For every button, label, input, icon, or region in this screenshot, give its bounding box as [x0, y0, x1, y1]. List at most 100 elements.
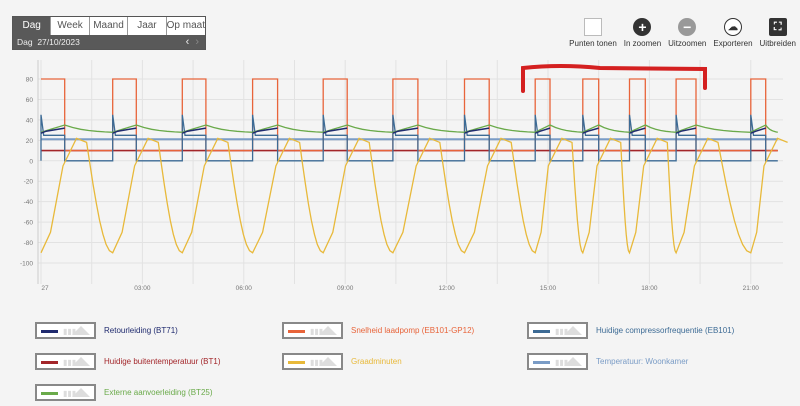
legend-toggle[interactable]: ▮▮▮: [282, 322, 343, 339]
line-swatch-icon: [288, 361, 305, 364]
area-chart-icon: [72, 326, 90, 335]
show-points-label: Punten tonen: [569, 39, 617, 48]
tab-jaar[interactable]: Jaar: [127, 17, 166, 35]
legend-toggle[interactable]: ▮▮▮: [35, 384, 96, 401]
tab-week[interactable]: Week: [50, 17, 89, 35]
x-tick-label: 03:00: [134, 285, 151, 292]
y-tick-label: -100: [20, 261, 33, 268]
line-chart: 80 60 40 20 0 -20 -40 -60 -80 -100 27 03:00 06:00 09:…: [20, 60, 788, 292]
series-compressorfrequentie: [40, 114, 778, 162]
series-retourleiding: [392, 127, 419, 134]
fullscreen-icon: ⛶: [768, 18, 787, 36]
period-tabs: Dag Week Maand Jaar Op maat: [13, 17, 205, 35]
legend-toggle[interactable]: ▮▮▮: [35, 322, 96, 339]
x-tick-label: 21:00: [743, 285, 760, 292]
series-retourleiding: [112, 127, 137, 134]
x-tick-label: 09:00: [337, 285, 354, 292]
y-tick-label: 20: [26, 138, 34, 145]
line-swatch-icon: [533, 330, 550, 333]
bar-chart-icon: ▮▮▮: [63, 358, 77, 367]
bar-chart-icon: ▮▮▮: [555, 327, 569, 336]
line-swatch-icon: [533, 361, 550, 364]
series-retourleiding: [252, 127, 278, 134]
bar-chart-icon: ▮▮▮: [63, 389, 77, 398]
series-retourleiding: [750, 127, 766, 134]
zoom-in-button[interactable]: + In zoomen: [624, 18, 661, 48]
legend-item[interactable]: ▮▮▮ Temperatuur: Woonkamer: [527, 353, 688, 370]
tab-dag[interactable]: Dag: [13, 17, 51, 35]
legend-item[interactable]: ▮▮▮ Retourleiding (BT71): [35, 322, 178, 339]
area-chart-icon: [564, 357, 582, 366]
plot-area: [38, 60, 783, 284]
expand-button[interactable]: ⛶ Uitbreiden: [760, 18, 796, 48]
bar-chart-icon: ▮▮▮: [555, 358, 569, 367]
minus-icon: −: [678, 18, 697, 36]
plus-icon: +: [633, 18, 652, 36]
date-row: Dag 27/10/2023 ‹ ›: [13, 35, 205, 50]
x-tick-label: 12:00: [438, 285, 455, 292]
y-tick-label: 60: [26, 97, 34, 104]
annotation-bracket: [521, 64, 707, 93]
y-tick-label: 80: [26, 77, 34, 84]
series-retourleiding: [629, 127, 646, 134]
line-swatch-icon: [288, 330, 305, 333]
legend-label: Graadminuten: [351, 357, 402, 366]
expand-label: Uitbreiden: [759, 39, 796, 48]
cloud-download-icon: ☁: [723, 18, 742, 36]
x-tick-label: 06:00: [236, 285, 253, 292]
series-retourleiding: [40, 127, 65, 134]
export-label: Exporteren: [713, 39, 753, 48]
area-chart-icon: [319, 326, 337, 335]
series-retourleiding: [582, 127, 599, 134]
line-swatch-icon: [41, 330, 58, 333]
legend-toggle[interactable]: ▮▮▮: [527, 353, 588, 370]
export-button[interactable]: ☁ Exporteren: [713, 18, 753, 48]
zoom-out-label: Uitzoomen: [668, 39, 707, 48]
legend-item[interactable]: ▮▮▮ Externe aanvoerleiding (BT25): [35, 384, 213, 401]
next-day-button[interactable]: ›: [195, 36, 199, 48]
checkbox-icon: [583, 18, 602, 36]
series-externe-aanvoer: [40, 124, 778, 134]
series-graadminuten: [40, 137, 788, 255]
legend-label: Externe aanvoerleiding (BT25): [104, 388, 213, 397]
area-chart-icon: [319, 357, 337, 366]
y-tick-label: 0: [29, 158, 33, 165]
y-tick-label: -80: [24, 240, 34, 247]
legend-toggle[interactable]: ▮▮▮: [282, 353, 343, 370]
y-tick-label: 40: [26, 117, 34, 124]
chart-toolbar: Punten tonen + In zoomen − Uitzoomen ☁ E…: [569, 18, 796, 48]
series-retourleiding: [464, 127, 490, 134]
y-tick-label: -60: [24, 220, 34, 227]
x-tick-label: 27: [41, 285, 49, 292]
legend-item[interactable]: ▮▮▮ Snelheid laadpomp (EB101-GP12): [282, 322, 474, 339]
legend-label: Retourleiding (BT71): [104, 326, 178, 335]
legend-label: Temperatuur: Woonkamer: [596, 357, 689, 366]
date-value: 27/10/2023: [37, 37, 80, 47]
legend-toggle[interactable]: ▮▮▮: [35, 353, 96, 370]
tab-op-maat[interactable]: Op maat: [165, 17, 205, 35]
prev-day-button[interactable]: ‹: [185, 36, 190, 48]
legend-item[interactable]: ▮▮▮ Graadminuten: [282, 353, 402, 370]
legend-item[interactable]: ▮▮▮ Huidige buitentemperatuur (BT1): [35, 353, 221, 370]
legend-item[interactable]: ▮▮▮ Huidige compressorfrequentie (EB101): [527, 322, 734, 339]
period-selector: Dag Week Maand Jaar Op maat Dag 27/10/2023 ‹…: [12, 16, 206, 50]
y-tick-label: -20: [24, 179, 34, 186]
tab-maand[interactable]: Maand: [88, 17, 128, 35]
series-retourleiding: [675, 127, 697, 134]
bar-chart-icon: ▮▮▮: [310, 358, 324, 367]
legend-toggle[interactable]: ▮▮▮: [527, 322, 588, 339]
bar-chart-icon: ▮▮▮: [310, 327, 324, 336]
area-chart-icon: [72, 388, 90, 397]
x-tick-label: 15:00: [540, 285, 557, 292]
legend-label: Huidige compressorfrequentie (EB101): [596, 326, 735, 335]
y-tick-label: -40: [24, 199, 34, 206]
zoom-out-button[interactable]: − Uitzoomen: [668, 18, 706, 48]
show-points-button[interactable]: Punten tonen: [569, 18, 617, 48]
area-chart-icon: [72, 357, 90, 366]
zoom-in-label: In zoomen: [623, 39, 662, 48]
legend-label: Snelheid laadpomp (EB101-GP12): [351, 326, 475, 335]
series-retourleiding: [182, 127, 207, 134]
legend-label: Huidige buitentemperatuur (BT1): [104, 357, 221, 366]
line-swatch-icon: [41, 392, 58, 395]
date-label: Dag: [17, 37, 33, 47]
